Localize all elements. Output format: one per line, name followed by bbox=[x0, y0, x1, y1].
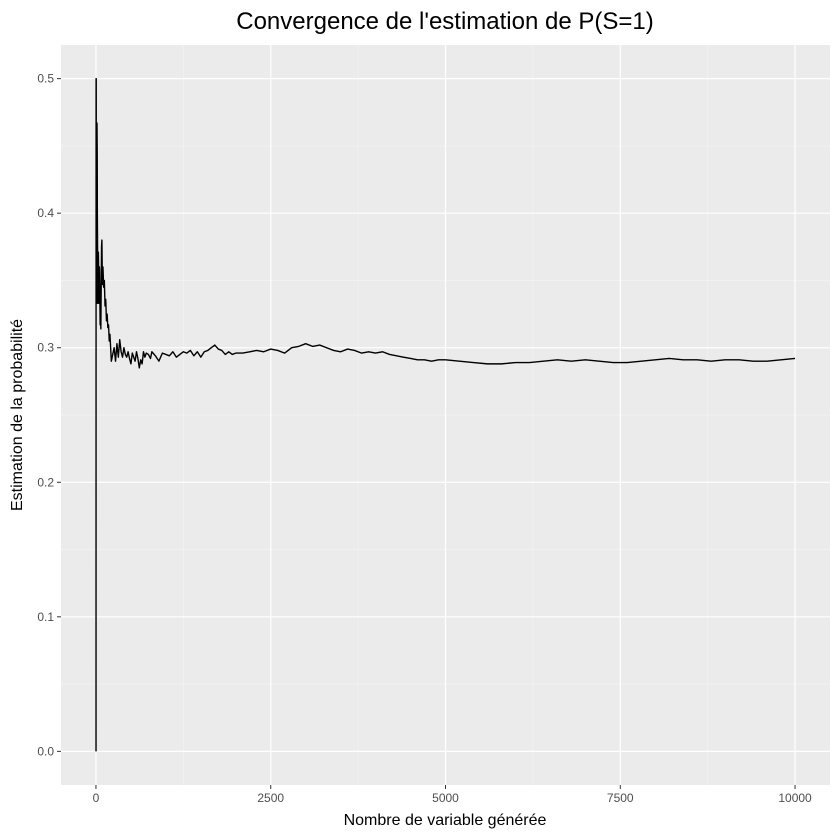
y-tick-label: 0.5 bbox=[37, 72, 54, 86]
data-layer bbox=[95, 77, 796, 752]
y-axis-ticks: 0.0 0.1 0.2 0.3 0.4 0.5 bbox=[37, 72, 61, 758]
x-axis-ticks: 0 2500 5000 7500 10000 bbox=[93, 785, 812, 805]
x-tick-label: 2500 bbox=[257, 791, 284, 805]
x-tick-label: 7500 bbox=[607, 791, 634, 805]
x-tick-label: 5000 bbox=[432, 791, 459, 805]
y-tick-label: 0.0 bbox=[37, 744, 54, 758]
y-tick-label: 0.2 bbox=[37, 475, 54, 489]
y-axis-title: Estimation de la probabilité bbox=[9, 319, 26, 511]
chart-title: Convergence de l'estimation de P(S=1) bbox=[236, 8, 653, 35]
x-axis-title: Nombre de variable générée bbox=[344, 812, 547, 829]
y-tick-label: 0.4 bbox=[37, 206, 54, 220]
x-tick-label: 0 bbox=[93, 791, 100, 805]
y-tick-label: 0.3 bbox=[37, 341, 54, 355]
series-line bbox=[95, 77, 796, 752]
x-tick-label: 10000 bbox=[778, 791, 812, 805]
y-tick-label: 0.1 bbox=[37, 610, 54, 624]
